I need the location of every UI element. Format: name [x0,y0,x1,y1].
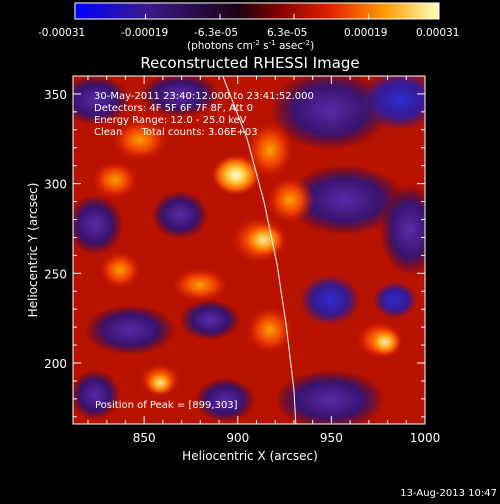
y-tick-label: 200 [44,357,67,371]
y-tick-label: 300 [44,178,67,192]
colorbar-tick-label: -0.00031 [38,27,85,39]
y-axis-label: Heliocentric Y (arcsec) [26,183,40,318]
negative-regions [73,76,425,424]
y-tick-label: 350 [44,88,67,102]
info-line-time: 30-May-2011 23:40:12.000 to 23:41:52.000 [94,91,314,102]
footer-timestamp: 13-Aug-2013 10:47 [400,488,497,499]
heatmap-image [73,76,425,424]
colorbar-tick-label: 0.00031 [416,27,459,39]
x-axis-label: Heliocentric X (arcsec) [182,449,318,463]
x-tick-label: 950 [320,431,343,445]
colorbar-tick-label: -6.3e-05 [194,27,238,39]
x-tick-label: 900 [226,431,249,445]
colorbar [74,2,440,20]
colorbar-tick-labels: -0.00031 -0.00019 -6.3e-05 6.3e-05 0.000… [38,27,459,39]
colorbar-tick-label: 6.3e-05 [267,27,307,39]
info-line-energy: Energy Range: 12.0 - 25.0 keV [94,115,247,126]
plot-frame [72,75,426,425]
info-block: 30-May-2011 23:40:12.000 to 23:41:52.000… [94,91,314,411]
peak-position-label: Position of Peak = [899,303] [95,400,238,411]
colorbar-unit-label: (photons cm-2 s-1 asec-2) [187,39,314,52]
y-tick-label: 250 [44,267,67,281]
colorbar-tick-label: -0.00019 [121,27,168,39]
chart-title: Reconstructed RHESSI Image [140,54,359,72]
colorbar-tick-label: 0.00019 [344,27,387,39]
info-line-detectors: Detectors: 4F 5F 6F 7F 8F, Att 0 [94,103,253,114]
x-tick-label: 850 [133,431,156,445]
axes: 850 900 950 1000 200 250 300 350 [44,75,441,445]
info-line-clean: Clean Total counts: 3.06E+03 [94,127,258,138]
solar-limb-curve [222,76,297,424]
x-tick-label: 1000 [410,431,441,445]
colorbar-ticks [74,14,440,19]
